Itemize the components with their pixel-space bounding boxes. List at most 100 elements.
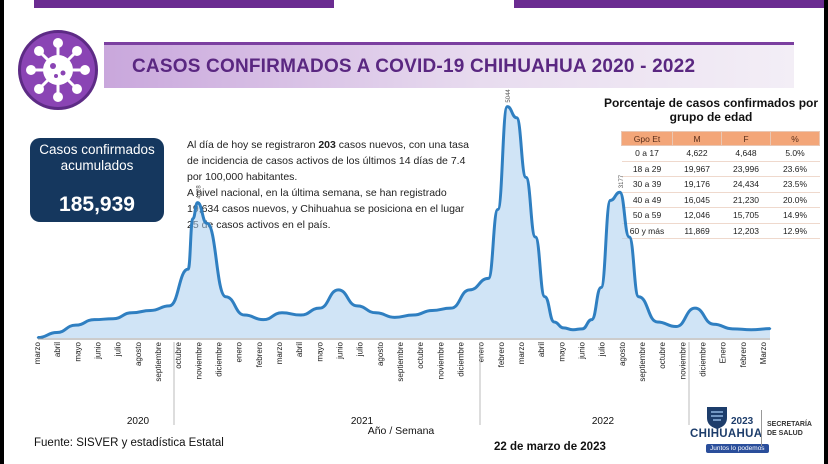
source-footer: Fuente: SISVER y estadística Estatal <box>34 437 224 449</box>
data-point <box>618 191 622 194</box>
x-tick-label: mayo <box>315 341 324 361</box>
x-tick-label: julio <box>114 341 123 357</box>
age-group-cell: 60 y más <box>621 223 673 239</box>
x-tick-label: septiembre <box>396 341 405 381</box>
data-point <box>196 201 199 204</box>
data-point <box>149 309 152 312</box>
percent-col-header: % <box>770 131 820 146</box>
data-point <box>750 328 753 331</box>
x-tick-label: noviembre <box>678 341 687 379</box>
data-point <box>262 318 265 321</box>
female-col-header: F <box>721 131 771 146</box>
data-point <box>712 323 715 326</box>
peak-label: 5044 <box>506 89 512 103</box>
x-tick-label: julio <box>356 341 365 357</box>
x-tick-label: abril <box>537 342 546 357</box>
x-axis-title: Año / Semana <box>368 425 435 437</box>
cumulative-cases-value: 185,939 <box>59 193 135 216</box>
age-group-cell: 18 a 29 <box>621 161 673 177</box>
page-title: CASOS CONFIRMADOS A COVID-19 CHIHUAHUA 2… <box>132 56 696 77</box>
data-point <box>590 318 593 321</box>
data-point <box>515 116 518 119</box>
data-point <box>581 327 584 331</box>
x-tick-label: febrero <box>739 341 748 367</box>
data-point <box>693 306 697 310</box>
x-tick-label: marzo <box>275 341 284 364</box>
data-point <box>412 313 415 317</box>
logo-slogan: Juntos lo podemos <box>706 444 769 453</box>
x-tick-label: septiembre <box>638 341 647 381</box>
data-point <box>130 311 134 314</box>
data-point <box>487 277 490 280</box>
female-count-cell: 23,996 <box>721 161 771 177</box>
x-tick-label: diciembre <box>457 341 466 376</box>
data-point <box>543 295 546 298</box>
x-tick-label: diciembre <box>215 341 224 376</box>
data-point <box>318 306 321 310</box>
x-tick-label: octubre <box>658 341 667 368</box>
data-point <box>355 304 359 308</box>
data-point <box>393 316 396 319</box>
logo-separator <box>761 410 762 446</box>
cumulative-cases-label: Casos confirmados acumulados <box>39 142 155 173</box>
data-point <box>468 288 471 292</box>
peak-label: 4628 <box>197 185 203 199</box>
x-tick-label: agosto <box>618 341 627 366</box>
male-count-cell: 4,622 <box>672 145 722 162</box>
summary-text: Al día de hoy se registraron 203 casos n… <box>187 137 477 233</box>
x-tick-label: enero <box>235 341 244 362</box>
x-tick-label: junio <box>336 341 345 359</box>
logo-name: CHIHUAHUA <box>690 428 763 440</box>
female-count-cell: 15,705 <box>721 207 771 224</box>
logo-year: 2023 <box>731 416 754 427</box>
age-table-row: 18 a 29 19,967 23,996 23.6% <box>621 161 820 177</box>
data-point <box>111 317 115 320</box>
x-tick-label: junio <box>94 341 103 359</box>
x-tick-label: diciembre <box>699 341 708 376</box>
data-point <box>243 313 246 317</box>
data-point <box>656 320 659 324</box>
data-point <box>36 336 40 339</box>
female-count-cell: 21,230 <box>721 192 771 208</box>
age-table-row: 40 a 49 16,045 21,230 20.0% <box>621 192 820 208</box>
title-band <box>104 42 794 88</box>
data-point <box>496 208 500 211</box>
x-tick-label: abril <box>295 342 304 357</box>
x-tick-label: marzo <box>33 341 42 364</box>
age-group-cell: 0 a 17 <box>621 145 673 162</box>
top-accent-bar-left <box>34 0 334 8</box>
year-label: 2020 <box>127 416 150 427</box>
data-point <box>731 327 734 331</box>
cases-area <box>38 106 770 338</box>
data-point <box>168 304 171 308</box>
male-count-cell: 19,176 <box>672 176 722 193</box>
data-point <box>674 325 678 328</box>
percent-cell: 23.5% <box>770 176 820 193</box>
summary-line1-post: casos nuevos, con una tasa de incidencia… <box>187 139 469 183</box>
age-table-row: 50 a 59 12,046 15,705 14.9% <box>621 207 820 224</box>
age-table-row: 60 y más 11,869 12,203 12.9% <box>621 223 820 239</box>
report-date: 22 de marzo de 2023 <box>494 441 606 453</box>
male-col-header: M <box>672 131 722 146</box>
age-col-header: Gpo Et <box>621 131 673 146</box>
age-group-cell: 30 a 39 <box>621 176 673 193</box>
new-cases-count: 203 <box>318 139 336 151</box>
data-point <box>552 320 556 324</box>
x-tick-label: septiembre <box>154 341 163 381</box>
x-tick-label: marzo <box>517 341 526 364</box>
summary-line1-pre: Al día de hoy se registraron <box>187 139 319 151</box>
age-group-cell: 50 a 59 <box>621 207 673 224</box>
data-point <box>599 286 603 289</box>
data-point <box>205 222 209 225</box>
x-tick-label: noviembre <box>436 341 445 379</box>
age-table-header-row: Gpo Et M F % <box>621 131 820 146</box>
x-tick-label: enero <box>477 341 486 362</box>
male-count-cell: 16,045 <box>672 192 722 208</box>
data-point <box>571 328 575 331</box>
data-point <box>280 311 284 314</box>
age-table-row: 30 a 39 19,176 24,434 23.5% <box>621 176 820 193</box>
weekly-cases-chart: 4628 5044 3177 marzo abril mayo junio julio agos… <box>33 89 772 437</box>
data-point <box>449 306 453 310</box>
x-tick-label: febrero <box>497 341 506 367</box>
cases-series-line <box>37 105 771 340</box>
